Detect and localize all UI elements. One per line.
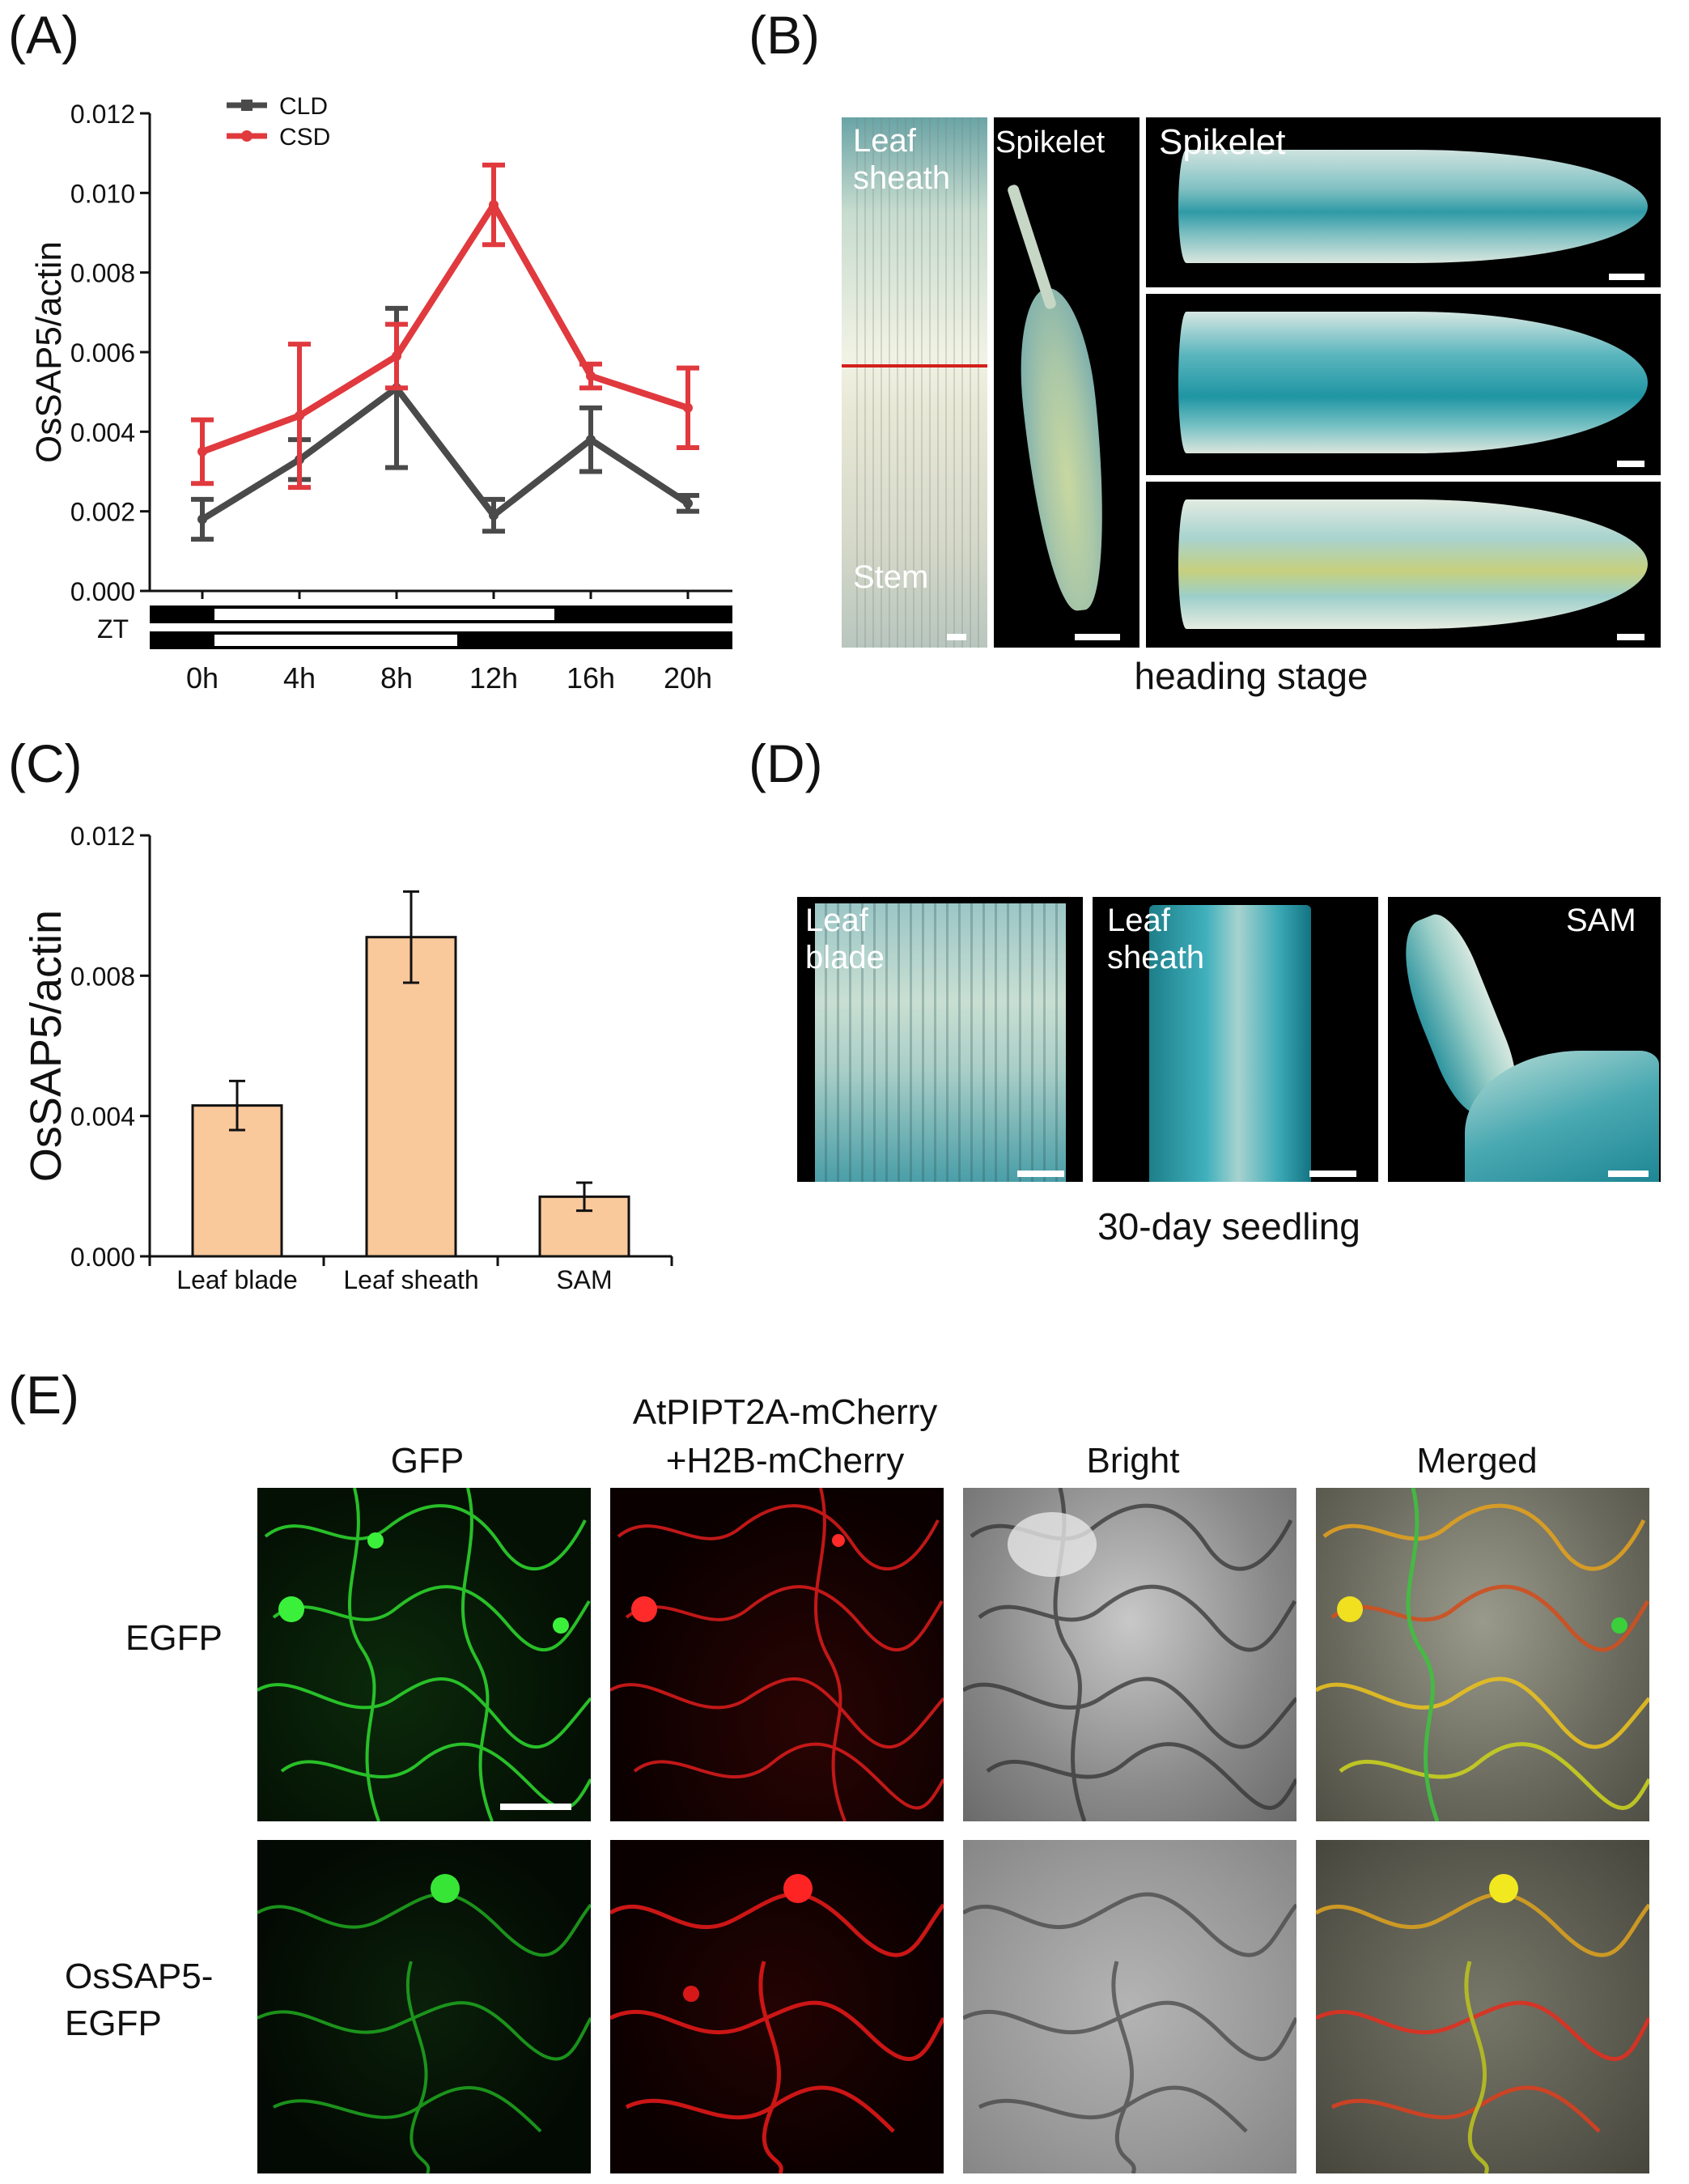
scale-bar xyxy=(1617,461,1644,467)
photo-spikelet-1: Spikelet xyxy=(1146,117,1661,287)
y-tick-label: 0.000 xyxy=(70,1243,135,1272)
x-tick-label: 8h xyxy=(380,661,413,695)
photo-spikelet-small: Spikelet xyxy=(994,117,1139,648)
photo-leaf-sheath-stem: Leaf sheath Stem xyxy=(842,117,987,648)
y-tick-label: 0.002 xyxy=(70,498,135,527)
legend-label: CLD xyxy=(279,93,328,120)
photo-leaf-blade: Leaf blade xyxy=(797,897,1083,1182)
light-period-bar-csd xyxy=(214,635,457,646)
label-spikelet-1: Spikelet xyxy=(995,125,1105,159)
column-header-bright: Bright xyxy=(1086,1441,1180,1481)
y-tick-label: 0.000 xyxy=(70,577,135,606)
data-point xyxy=(586,371,596,381)
x-tick-label: 12h xyxy=(469,661,518,695)
scale-bar xyxy=(1017,1171,1064,1177)
y-axis-label: OsSAP5/actin xyxy=(29,241,69,463)
scale-bar xyxy=(1309,1171,1356,1177)
y-tick-label: 0.006 xyxy=(70,338,135,368)
panel-letter-b: (B) xyxy=(749,5,820,65)
x-tick-label: 20h xyxy=(664,661,712,695)
confocal-egfp-mcherry xyxy=(610,1488,944,1821)
photo-spikelet-3 xyxy=(1146,482,1661,648)
row-header-ossap5-egfp: OsSAP5- EGFP xyxy=(65,1957,214,2043)
series-csd xyxy=(191,162,699,491)
caption-30-day-seedling: 30-day seedling xyxy=(1097,1205,1360,1247)
panel-letter-a: (A) xyxy=(8,5,79,65)
light-period-bar-cld xyxy=(214,609,554,620)
y-axis-label: OsSAP5/actin xyxy=(22,910,70,1182)
column-header-gfp: GFP xyxy=(390,1441,465,1481)
scale-bar xyxy=(1609,274,1644,280)
y-tick-label: 0.010 xyxy=(70,179,135,208)
legend-label: CSD xyxy=(279,124,330,151)
legend-marker xyxy=(241,100,253,111)
x-tick-label: 16h xyxy=(567,661,615,695)
caption-heading-stage: heading stage xyxy=(1134,655,1369,697)
data-point xyxy=(197,514,207,525)
data-point xyxy=(489,200,499,210)
column-header-merged: Merged xyxy=(1416,1441,1538,1481)
y-tick-label: 0.012 xyxy=(70,822,135,851)
x-tick-label: Leaf sheath xyxy=(343,1265,478,1294)
confocal-egfp-bright xyxy=(963,1488,1296,1821)
series-cld xyxy=(191,305,699,542)
confocal-ossap5-merged xyxy=(1316,1840,1649,2173)
scale-bar xyxy=(1075,634,1120,640)
label-stem: Stem xyxy=(853,559,929,595)
confocal-ossap5-bright xyxy=(963,1840,1296,2173)
scale-bar xyxy=(500,1804,571,1810)
series-line-cld xyxy=(200,385,690,522)
data-point xyxy=(683,498,693,508)
scale-bar xyxy=(947,634,966,640)
label-leaf-sheath-seedling: Leaf sheath xyxy=(1107,903,1205,975)
x-tick-label: Leaf blade xyxy=(176,1265,297,1294)
x-tick-label: 4h xyxy=(283,661,316,695)
series-line-csd xyxy=(201,202,690,455)
red-divider-line xyxy=(842,364,987,368)
panel-letter-e: (E) xyxy=(8,1365,79,1425)
line-chart-panel-a: 0.000 0.002 0.004 0.006 0.008 0.010 0.012 OsSAP… xyxy=(29,93,732,695)
x-tick-label: SAM xyxy=(556,1265,612,1294)
column-header-mcherry: AtPIPT2A-mCherry +H2B-mCherry xyxy=(632,1392,938,1481)
data-point xyxy=(392,351,401,361)
label-spikelet-2: Spikelet xyxy=(1159,122,1286,162)
panel-letter-d: (D) xyxy=(749,733,823,793)
x-tick-label: 0h xyxy=(186,661,219,695)
scale-bar xyxy=(1608,1171,1649,1177)
photo-spikelet-2 xyxy=(1146,294,1661,475)
zt-label: ZT xyxy=(97,614,129,644)
photo-sam: SAM xyxy=(1388,897,1661,1182)
data-point xyxy=(586,435,596,445)
label-leaf-sheath: Leaf sheath xyxy=(853,123,951,196)
y-tick-label: 0.012 xyxy=(70,100,135,129)
scale-bar xyxy=(1617,634,1644,640)
data-point xyxy=(683,402,693,413)
confocal-ossap5-gfp xyxy=(257,1840,591,2173)
bar-chart-panel-c: 0.000 0.004 0.008 0.012 OsSAP5/actin Leaf bla… xyxy=(22,822,673,1294)
data-point xyxy=(295,410,304,421)
label-leaf-blade: Leaf blade xyxy=(805,903,885,975)
y-tick-label: 0.004 xyxy=(70,1103,135,1132)
label-sam: SAM xyxy=(1566,903,1636,938)
bar-leaf-sheath xyxy=(365,936,457,1258)
legend-marker xyxy=(241,130,253,142)
data-point xyxy=(197,446,207,457)
confocal-egfp-gfp xyxy=(257,1488,591,1821)
row-header-egfp: EGFP xyxy=(125,1618,223,1658)
photo-leaf-sheath-seedling: Leaf sheath xyxy=(1093,897,1378,1182)
confocal-ossap5-mcherry xyxy=(610,1840,944,2173)
y-tick-label: 0.004 xyxy=(70,418,135,447)
panel-letter-c: (C) xyxy=(8,733,83,793)
y-tick-label: 0.008 xyxy=(70,259,135,288)
confocal-egfp-merged xyxy=(1316,1488,1649,1821)
y-tick-label: 0.008 xyxy=(70,962,135,991)
data-point xyxy=(489,510,499,521)
